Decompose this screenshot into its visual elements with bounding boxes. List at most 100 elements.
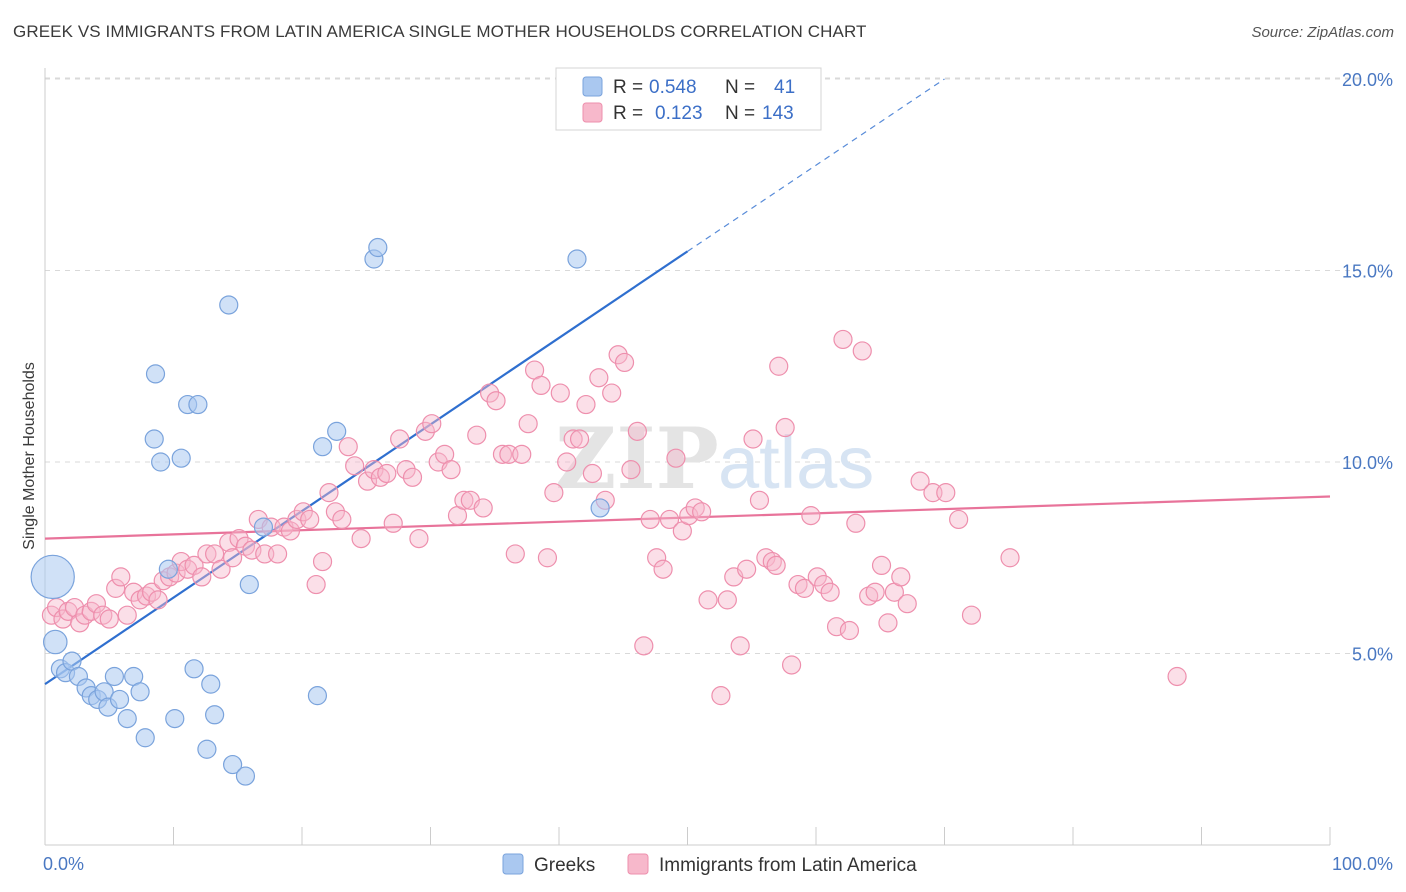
point-latam-140 [1000, 548, 1020, 568]
point-latam-11 [106, 578, 126, 598]
point-latam-55 [383, 513, 403, 533]
point-latam-125 [839, 620, 860, 641]
point-latam-123 [826, 617, 847, 637]
point-latam-103 [692, 502, 712, 522]
point-greeks-0 [30, 554, 75, 600]
point-greeks-25 [188, 394, 208, 415]
point-latam-129 [865, 582, 885, 602]
bottom-legend-latam: Immigrants from Latin America [659, 855, 917, 876]
point-latam-39 [280, 521, 301, 541]
point-latam-114 [769, 356, 789, 376]
point-latam-31 [229, 528, 249, 549]
point-latam-26 [197, 544, 217, 564]
point-latam-89 [602, 383, 622, 403]
legend-n-label-greeks: N = [725, 77, 755, 98]
point-greeks-18 [145, 364, 166, 384]
point-greeks-28 [205, 705, 225, 725]
point-latam-85 [576, 394, 596, 415]
axes: 5.0% 10.0% 15.0% 20.0% 0.0% 100.0% [43, 68, 1393, 874]
point-greeks-20 [158, 559, 178, 579]
point-greeks-36 [327, 421, 347, 441]
point-latam-79 [537, 548, 558, 568]
point-latam-95 [640, 509, 660, 530]
point-latam-137 [936, 483, 956, 503]
point-greeks-21 [165, 709, 185, 729]
point-latam-113 [762, 551, 782, 572]
point-latam-64 [441, 460, 461, 480]
point-latam-96 [647, 548, 667, 568]
point-greeks-12 [109, 689, 130, 710]
legend: R = 0.548 N = 41 R = 0.123 N = 143 [555, 67, 822, 131]
point-latam-24 [184, 555, 204, 576]
point-latam-134 [897, 594, 917, 614]
point-latam-131 [878, 613, 898, 633]
bottom-legend-swatch-latam [627, 853, 649, 875]
point-latam-42 [300, 509, 320, 530]
point-latam-66 [454, 490, 474, 510]
point-latam-54 [377, 463, 397, 484]
point-latam-86 [582, 463, 603, 484]
point-latam-12 [111, 567, 131, 587]
point-latam-76 [518, 414, 538, 434]
point-greeks-40 [590, 498, 610, 518]
x-tick-label-min: 0.0% [43, 854, 84, 874]
point-greeks-27 [201, 674, 221, 694]
gridlines [45, 77, 1365, 654]
point-latam-8 [86, 594, 107, 614]
point-latam-74 [505, 544, 525, 564]
point-greeks-33 [253, 517, 274, 537]
point-latam-45 [319, 483, 339, 503]
point-latam-49 [345, 456, 365, 476]
legend-n-value-greeks: 41 [774, 77, 795, 98]
legend-n-label-latam: N = [725, 103, 755, 124]
point-latam-138 [949, 509, 969, 530]
point-latam-110 [743, 429, 763, 449]
point-latam-46 [325, 502, 346, 522]
point-latam-122 [820, 582, 840, 602]
point-latam-59 [409, 528, 429, 549]
point-greeks-26 [197, 739, 217, 759]
point-latam-99 [666, 448, 686, 468]
point-latam-115 [775, 417, 795, 438]
point-latam-25 [192, 567, 212, 587]
bottom-legend-swatch-greeks [502, 853, 524, 875]
point-latam-104 [698, 590, 718, 610]
point-latam-121 [814, 574, 834, 595]
point-greeks-16 [135, 728, 155, 748]
point-greeks-1 [42, 629, 68, 655]
point-latam-135 [910, 471, 930, 491]
point-latam-70 [480, 383, 500, 403]
point-latam-106 [717, 590, 737, 610]
point-latam-133 [891, 567, 911, 587]
point-greeks-32 [239, 574, 259, 595]
point-latam-60 [415, 421, 435, 441]
point-greeks-22 [171, 448, 191, 468]
point-latam-141 [1167, 666, 1187, 687]
point-latam-119 [801, 506, 821, 526]
point-latam-105 [711, 686, 731, 706]
point-latam-16 [136, 586, 157, 606]
point-latam-120 [807, 567, 827, 587]
point-greeks-39 [567, 249, 587, 269]
point-latam-69 [473, 498, 493, 518]
point-latam-75 [512, 444, 532, 464]
point-latam-33 [242, 540, 262, 560]
y-axis-label: Single Mother Households [21, 362, 38, 550]
point-greeks-13 [117, 709, 137, 729]
source-label: Source: ZipAtlas.com [1251, 24, 1394, 41]
bottom-legend-greeks: Greeks [534, 855, 595, 876]
point-latam-17 [142, 582, 162, 602]
point-latam-87 [589, 368, 609, 388]
point-latam-78 [531, 375, 551, 395]
point-latam-71 [486, 391, 506, 411]
point-greeks-11 [104, 666, 124, 687]
point-greeks-38 [368, 237, 388, 258]
point-latam-47 [332, 509, 352, 530]
point-latam-28 [211, 559, 231, 579]
point-latam-84 [569, 429, 590, 449]
trend-line-greeks-extension [687, 78, 945, 252]
point-latam-91 [614, 352, 635, 373]
point-latam-92 [621, 460, 641, 480]
point-latam-41 [293, 502, 313, 522]
x-tick-label-max: 100.0% [1332, 854, 1393, 874]
